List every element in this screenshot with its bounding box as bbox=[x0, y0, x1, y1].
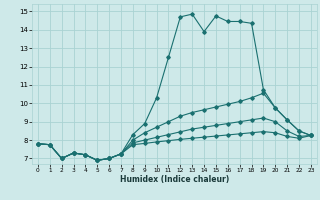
X-axis label: Humidex (Indice chaleur): Humidex (Indice chaleur) bbox=[120, 175, 229, 184]
